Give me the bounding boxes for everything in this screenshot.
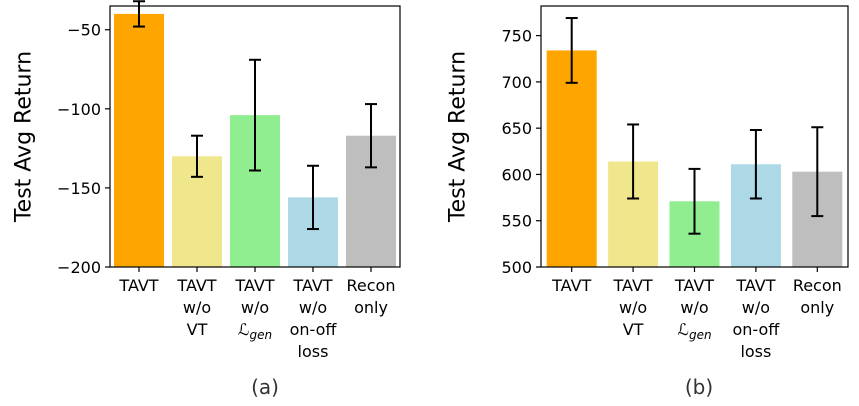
tick-label: ℒgen [677, 320, 711, 342]
tick-label: w/o [183, 298, 211, 317]
tick-label: 500 [501, 258, 532, 277]
tick-label: TAVT [118, 276, 158, 295]
tick-label: w/o [241, 298, 269, 317]
tick-label: on-off [290, 320, 338, 339]
tick-label: TAVT [176, 276, 216, 295]
tick-label: w/o [680, 298, 708, 317]
tick-label: Recon [793, 276, 842, 295]
tick-label: TAVT [292, 276, 332, 295]
chart-b: TAVT TAVT w/o VT TAVT w/o ℒgen TAVT w/o on-off los… [446, 5, 849, 399]
tick-label: 750 [501, 27, 532, 46]
tick-label: VT [623, 320, 644, 339]
tick-label: −50 [67, 21, 101, 40]
tick-label: −100 [57, 100, 101, 119]
tick-label: w/o [742, 298, 770, 317]
tick-label: 600 [501, 165, 532, 184]
tick-label: VT [187, 320, 208, 339]
caption: (b) [685, 375, 713, 399]
axes-frame [109, 5, 401, 268]
tick-label: TAVT [613, 276, 653, 295]
chart-a: TAVT TAVT w/o VT TAVT w/o ℒgen TAVT w/o on-off los… [12, 0, 401, 399]
tick-label: on-off [732, 320, 780, 339]
tick-label: loss [740, 342, 771, 361]
tick-label: w/o [619, 298, 647, 317]
tick-label: w/o [299, 298, 327, 317]
tick-label: TAVT [674, 276, 714, 295]
tick-label: 700 [501, 73, 532, 92]
tick-label: Recon [347, 276, 396, 295]
tick-label: 650 [501, 119, 532, 138]
bar [546, 50, 597, 267]
tick-label: TAVT [735, 276, 775, 295]
tick-label: only [800, 298, 834, 317]
bar [114, 13, 164, 268]
tick-label: TAVT [551, 276, 591, 295]
tick-label: loss [298, 342, 329, 361]
tick-label: −200 [57, 258, 101, 277]
tick-label: only [354, 298, 388, 317]
y-axis-label: Test Avg Return [446, 51, 471, 223]
y-axis-label: Test Avg Return [12, 51, 37, 223]
tick-label: −150 [57, 179, 101, 198]
tick-label: 550 [501, 212, 532, 231]
axes-frame [540, 5, 849, 268]
tick-label: TAVT [234, 276, 274, 295]
tick-label: ℒgen [238, 320, 272, 342]
caption: (a) [251, 375, 279, 399]
